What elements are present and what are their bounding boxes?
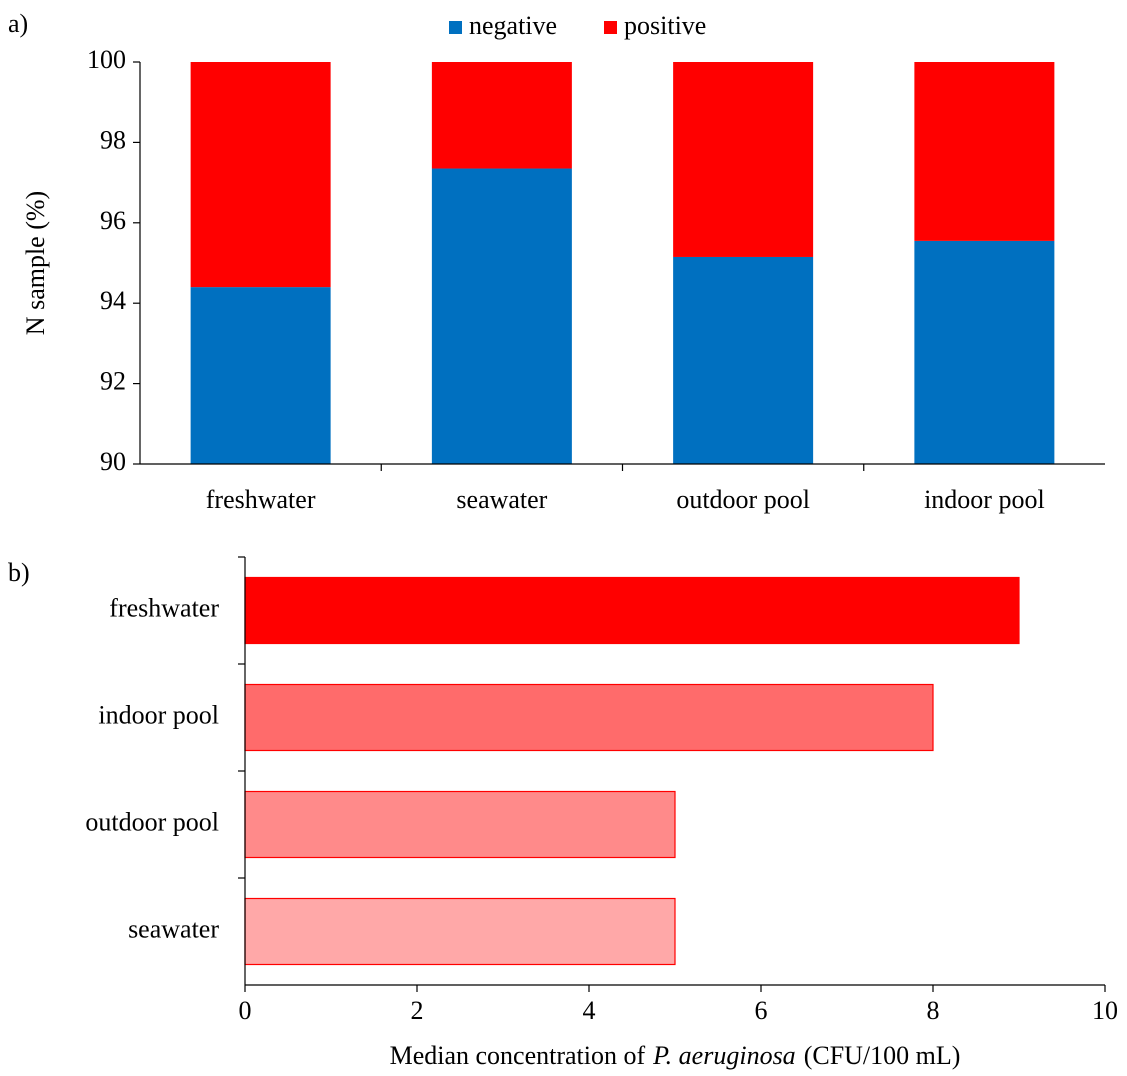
y-tick-label: 98 <box>100 125 126 154</box>
x-tick-label: 6 <box>755 996 768 1025</box>
bar-segment <box>431 62 572 169</box>
x-tick-label: seawater <box>456 485 547 514</box>
x-tick-label: 0 <box>239 996 252 1025</box>
x-label-part: Median concentration of <box>390 1041 646 1070</box>
panel-label: a) <box>8 9 28 38</box>
bar-segment <box>190 287 331 464</box>
x-tick-label: indoor pool <box>924 485 1045 514</box>
y-tick-label: indoor pool <box>98 700 219 729</box>
x-tick-label: 2 <box>411 996 424 1025</box>
bar <box>244 683 934 752</box>
y-tick-label: 94 <box>100 286 126 315</box>
legend-swatch <box>604 21 617 34</box>
y-tick-label: 96 <box>100 206 126 235</box>
x-tick-label: 8 <box>927 996 940 1025</box>
y-tick-label: 90 <box>100 447 126 476</box>
x-tick-label: freshwater <box>206 485 316 514</box>
bar-segment <box>190 62 331 288</box>
x-tick-label: 10 <box>1092 996 1118 1025</box>
y-tick-label: 100 <box>87 45 126 74</box>
bar <box>244 790 676 859</box>
x-tick-label: outdoor pool <box>676 485 810 514</box>
y-tick-label: outdoor pool <box>85 807 219 836</box>
legend-label: positive <box>624 11 706 40</box>
y-tick-label: 92 <box>100 367 126 396</box>
bar-segment <box>914 62 1055 241</box>
y-axis-label: N sample (%) <box>21 191 50 335</box>
legend-swatch <box>449 21 462 34</box>
bar-segment <box>431 168 572 464</box>
x-axis-label: Median concentration of P. aeruginosa (CFU… <box>390 1041 961 1070</box>
bar-segment <box>914 240 1055 464</box>
panel-label: b) <box>8 558 30 587</box>
x-label-species: P. aeruginosa <box>652 1041 796 1070</box>
bar-segment <box>673 256 814 464</box>
x-tick-label: 4 <box>583 996 596 1025</box>
legend-label: negative <box>469 11 557 40</box>
x-label-part: (CFU/100 mL) <box>804 1041 961 1070</box>
y-tick-label: seawater <box>128 914 219 943</box>
y-tick-label: freshwater <box>109 593 219 622</box>
bar-segment <box>673 62 814 257</box>
bar <box>244 897 676 966</box>
bar <box>244 576 1020 645</box>
